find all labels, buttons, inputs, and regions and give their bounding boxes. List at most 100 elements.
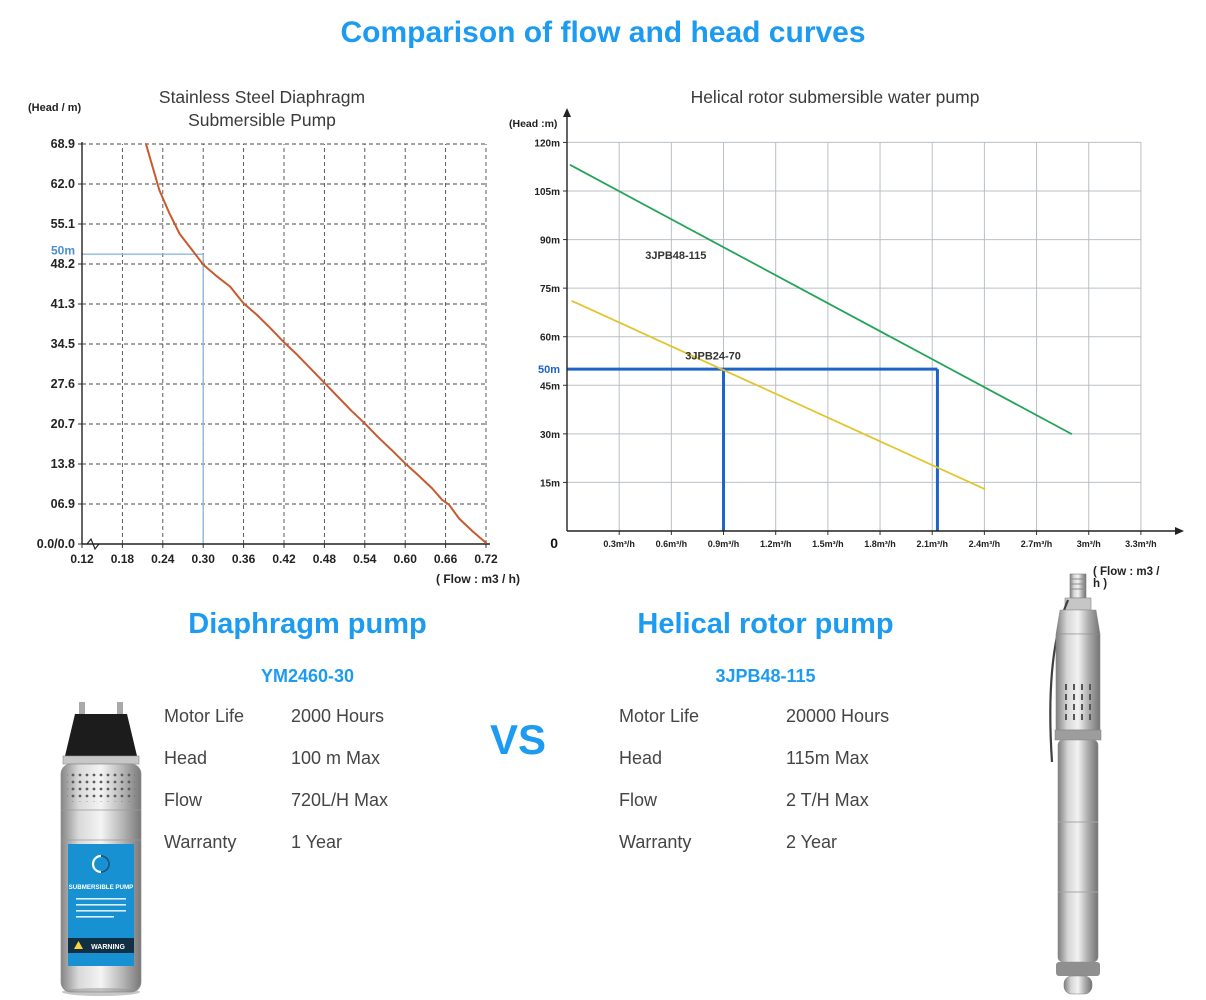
svg-text:06.9: 06.9 [51, 497, 75, 511]
spec-value: 720L/H Max [291, 790, 389, 810]
svg-text:0.6m³/h: 0.6m³/h [656, 539, 688, 549]
svg-text:3m³/h: 3m³/h [1077, 539, 1101, 549]
svg-text:2.7m³/h: 2.7m³/h [1021, 539, 1053, 549]
diaphragm-pump-chart: Stainless Steel Diaphragm Submersible Pu… [22, 86, 520, 586]
pump-bottom-cap [1063, 975, 1093, 995]
svg-text:13.8: 13.8 [51, 457, 75, 471]
svg-text:0.18: 0.18 [111, 552, 135, 566]
svg-text:0.24: 0.24 [151, 552, 175, 566]
warning-triangle-icon [74, 941, 83, 949]
pump-vents [1059, 680, 1097, 724]
svg-text:55.1: 55.1 [51, 217, 75, 231]
svg-text:15m: 15m [540, 478, 560, 489]
svg-text:0.66: 0.66 [434, 552, 458, 566]
svg-text:41.3: 41.3 [51, 297, 75, 311]
svg-text:75m: 75m [540, 284, 560, 295]
svg-text:0.30: 0.30 [192, 552, 216, 566]
spec-label: Flow [164, 790, 203, 810]
svg-text:48.2: 48.2 [51, 257, 75, 271]
right-chart-title: Helical rotor submersible water pump [690, 87, 980, 107]
svg-text:120m: 120m [534, 138, 560, 149]
svg-text:0.72: 0.72 [474, 552, 498, 566]
svg-text:3.3m³/h: 3.3m³/h [1125, 539, 1157, 549]
spec-label: Head [164, 748, 208, 768]
diaphragm-pump-photo: SUBMERSIBLE PUMP WARNING [60, 702, 142, 996]
helical-rotor-chart: Helical rotor submersible water pump (He… [505, 86, 1184, 590]
spec-value: 115m Max [786, 748, 869, 768]
left-chart-title-line1: Stainless Steel Diaphragm [158, 87, 366, 107]
spec-label: Motor Life [164, 706, 245, 726]
spec-label: Warranty [164, 832, 237, 852]
spec-value: 2 T/H Max [786, 790, 869, 810]
pump-shoulder [1055, 609, 1101, 635]
svg-text:62.0: 62.0 [51, 177, 75, 191]
svg-text:2.4m³/h: 2.4m³/h [969, 539, 1001, 549]
left-chart-title: Stainless Steel Diaphragm Submersible Pu… [22, 86, 502, 132]
sticker-title: SUBMERSIBLE PUMP [69, 884, 134, 891]
sticker-warning-strip: WARNING [68, 938, 134, 953]
svg-text:90m: 90m [540, 235, 560, 246]
svg-text:105m: 105m [534, 187, 560, 198]
svg-text:0.0/0.0: 0.0/0.0 [37, 537, 75, 551]
svg-text:0.3m³/h: 0.3m³/h [603, 539, 635, 549]
svg-text:60m: 60m [540, 332, 560, 343]
spec-value: 20000 Hours [786, 706, 890, 726]
svg-text:34.5: 34.5 [51, 337, 75, 351]
svg-text:50m: 50m [538, 364, 560, 376]
spec-label: Head [619, 748, 663, 768]
pump-lower-body [1057, 739, 1099, 963]
svg-text:3JPB48-115: 3JPB48-115 [645, 250, 706, 262]
diaphragm-pump-specs: Motor Life 2000 Hours Head 100 m Max Flo… [164, 704, 388, 855]
svg-text:45m: 45m [540, 381, 560, 392]
page-title: Comparison of flow and head curves [340, 16, 866, 49]
pump-bottom-collar [1056, 962, 1100, 976]
right-chart-canvas: 0.3m³/h 0.6m³/h 0.9m³/h 1.2m³/h 1.5m³/h 1.8m³… [534, 107, 1184, 551]
svg-text:1.8m³/h: 1.8m³/h [864, 539, 896, 549]
pump-sticker: SUBMERSIBLE PUMP WARNING [68, 844, 134, 966]
spec-value: 1 Year [291, 832, 343, 852]
left-chart-ylabel: (Head / m) [28, 102, 82, 114]
pump-vents [67, 770, 135, 802]
svg-text:1.5m³/h: 1.5m³/h [812, 539, 844, 549]
svg-text:68.9: 68.9 [51, 137, 75, 151]
svg-text:0.42: 0.42 [272, 552, 296, 566]
pump-top-bolts-icon [79, 702, 123, 720]
svg-text:0.36: 0.36 [232, 552, 256, 566]
svg-text:30m: 30m [540, 430, 560, 441]
svg-text:50m: 50m [51, 243, 75, 257]
vs-label: VS [490, 716, 547, 763]
svg-text:0.48: 0.48 [313, 552, 337, 566]
pump-collar [62, 755, 140, 765]
spec-label: Warranty [619, 832, 692, 852]
pump-coupler [1054, 729, 1102, 741]
svg-text:2.1m³/h: 2.1m³/h [916, 539, 948, 549]
left-chart-xlabel: ( Flow : m3 / h) [436, 572, 520, 586]
svg-text:20.7: 20.7 [51, 417, 75, 431]
svg-text:0.54: 0.54 [353, 552, 377, 566]
svg-text:27.6: 27.6 [51, 377, 75, 391]
svg-text:3JPB24-70: 3JPB24-70 [685, 350, 741, 362]
left-chart-title-line2: Submersible Pump [188, 109, 336, 130]
spec-label: Flow [619, 790, 658, 810]
spec-value: 2000 Hours [291, 706, 385, 726]
spec-value: 100 m Max [291, 748, 381, 768]
sticker-warning: WARNING [91, 944, 125, 951]
helical-rotor-pump-photo [1049, 573, 1102, 995]
svg-text:0.12: 0.12 [70, 552, 94, 566]
diaphragm-pump-heading: Diaphragm pump [188, 608, 427, 640]
pump-cap [65, 714, 137, 756]
left-chart-canvas: 0.12 0.18 0.24 0.30 0.36 0.42 0.48 0.54 0.60 0.66… [37, 137, 498, 566]
pump-outlet [1069, 573, 1087, 599]
right-chart-xlabel: ( Flow : m3 / h ) [1093, 566, 1160, 590]
svg-text:0: 0 [550, 535, 558, 551]
helical-rotor-pump-model: 3JPB48-115 [715, 666, 816, 686]
helical-rotor-pump-heading: Helical rotor pump [637, 608, 894, 640]
helical-rotor-pump-specs: Motor Life 20000 Hours Head 115m Max Flo… [619, 704, 889, 855]
svg-text:0.60: 0.60 [394, 552, 418, 566]
pump-base [62, 988, 140, 996]
svg-text:0.9m³/h: 0.9m³/h [708, 539, 740, 549]
pump-nut [1064, 597, 1092, 611]
spec-label: Motor Life [619, 706, 700, 726]
diaphragm-pump-model: YM2460-30 [260, 666, 355, 686]
